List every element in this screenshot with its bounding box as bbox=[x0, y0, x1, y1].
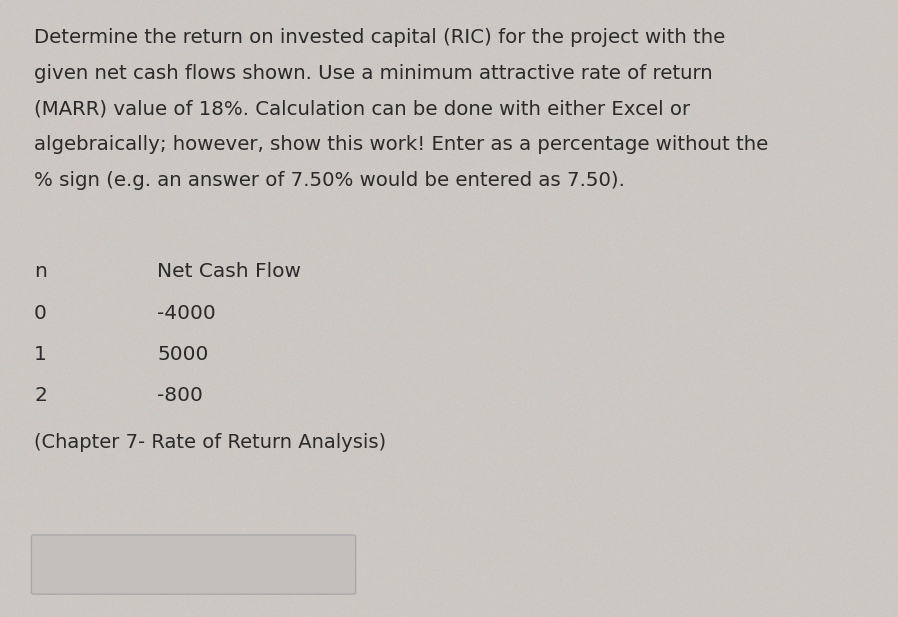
Text: (MARR) value of 18%. Calculation can be done with either Excel or: (MARR) value of 18%. Calculation can be … bbox=[34, 99, 691, 118]
Text: 0: 0 bbox=[34, 304, 47, 323]
FancyBboxPatch shape bbox=[31, 535, 356, 594]
Text: (Chapter 7- Rate of Return Analysis): (Chapter 7- Rate of Return Analysis) bbox=[34, 433, 386, 452]
Text: n: n bbox=[34, 262, 47, 281]
Text: algebraically; however, show this work! Enter as a percentage without the: algebraically; however, show this work! … bbox=[34, 135, 769, 154]
Text: Determine the return on invested capital (RIC) for the project with the: Determine the return on invested capital… bbox=[34, 28, 726, 47]
Text: -800: -800 bbox=[157, 386, 203, 405]
Text: -4000: -4000 bbox=[157, 304, 216, 323]
Text: 2: 2 bbox=[34, 386, 47, 405]
Text: 1: 1 bbox=[34, 345, 47, 364]
Text: % sign (e.g. an answer of 7.50% would be entered as 7.50).: % sign (e.g. an answer of 7.50% would be… bbox=[34, 171, 625, 190]
Text: given net cash flows shown. Use a minimum attractive rate of return: given net cash flows shown. Use a minimu… bbox=[34, 64, 713, 83]
Text: Net Cash Flow: Net Cash Flow bbox=[157, 262, 301, 281]
Text: 5000: 5000 bbox=[157, 345, 208, 364]
